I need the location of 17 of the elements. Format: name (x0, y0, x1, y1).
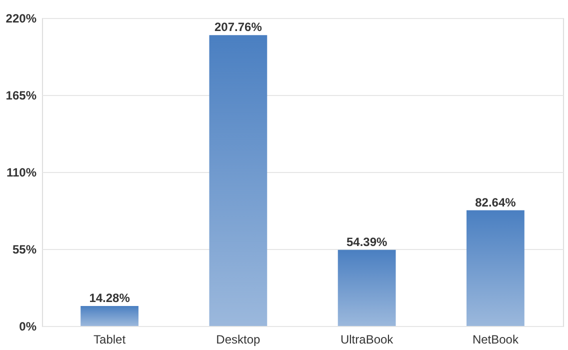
y-tick-label: 110% (6, 166, 37, 180)
bar (80, 306, 138, 326)
data-label: 207.76% (214, 20, 262, 34)
x-tick-label: Desktop (216, 332, 261, 346)
x-tick-label: UltraBook (340, 332, 394, 346)
x-tick-label: Tablet (94, 332, 126, 346)
x-tick-label: NetBook (472, 332, 520, 346)
y-tick-label: 220% (6, 12, 37, 26)
y-tick-label: 55% (12, 242, 37, 256)
y-tick-label: 165% (6, 88, 37, 102)
bar (338, 250, 396, 326)
bar (209, 35, 268, 326)
bar (466, 210, 524, 326)
data-label: 54.39% (346, 234, 388, 249)
y-tick-label: 0% (19, 320, 37, 334)
data-label: 82.64% (475, 195, 516, 210)
data-label: 14.28% (89, 291, 130, 306)
